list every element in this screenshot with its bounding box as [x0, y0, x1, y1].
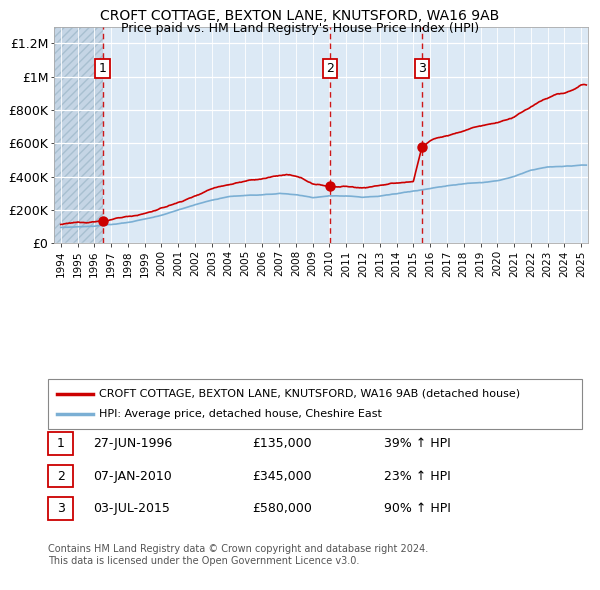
Text: Contains HM Land Registry data © Crown copyright and database right 2024.
This d: Contains HM Land Registry data © Crown c…	[48, 544, 428, 566]
Text: 27-JUN-1996: 27-JUN-1996	[93, 437, 172, 450]
Text: 03-JUL-2015: 03-JUL-2015	[93, 502, 170, 515]
Text: 39% ↑ HPI: 39% ↑ HPI	[384, 437, 451, 450]
Text: £345,000: £345,000	[252, 470, 311, 483]
Text: 90% ↑ HPI: 90% ↑ HPI	[384, 502, 451, 515]
Text: CROFT COTTAGE, BEXTON LANE, KNUTSFORD, WA16 9AB: CROFT COTTAGE, BEXTON LANE, KNUTSFORD, W…	[100, 9, 500, 23]
Text: 23% ↑ HPI: 23% ↑ HPI	[384, 470, 451, 483]
Text: CROFT COTTAGE, BEXTON LANE, KNUTSFORD, WA16 9AB (detached house): CROFT COTTAGE, BEXTON LANE, KNUTSFORD, W…	[99, 389, 520, 398]
Text: 3: 3	[56, 502, 65, 515]
Text: Price paid vs. HM Land Registry's House Price Index (HPI): Price paid vs. HM Land Registry's House …	[121, 22, 479, 35]
Text: 07-JAN-2010: 07-JAN-2010	[93, 470, 172, 483]
Text: HPI: Average price, detached house, Cheshire East: HPI: Average price, detached house, Ches…	[99, 409, 382, 419]
Text: 2: 2	[56, 470, 65, 483]
Text: £135,000: £135,000	[252, 437, 311, 450]
Text: 1: 1	[56, 437, 65, 450]
Text: £580,000: £580,000	[252, 502, 312, 515]
Bar	[54, 27, 103, 243]
Text: 1: 1	[98, 62, 106, 75]
Bar	[103, 27, 588, 243]
Text: 2: 2	[326, 62, 334, 75]
Text: 3: 3	[418, 62, 425, 75]
